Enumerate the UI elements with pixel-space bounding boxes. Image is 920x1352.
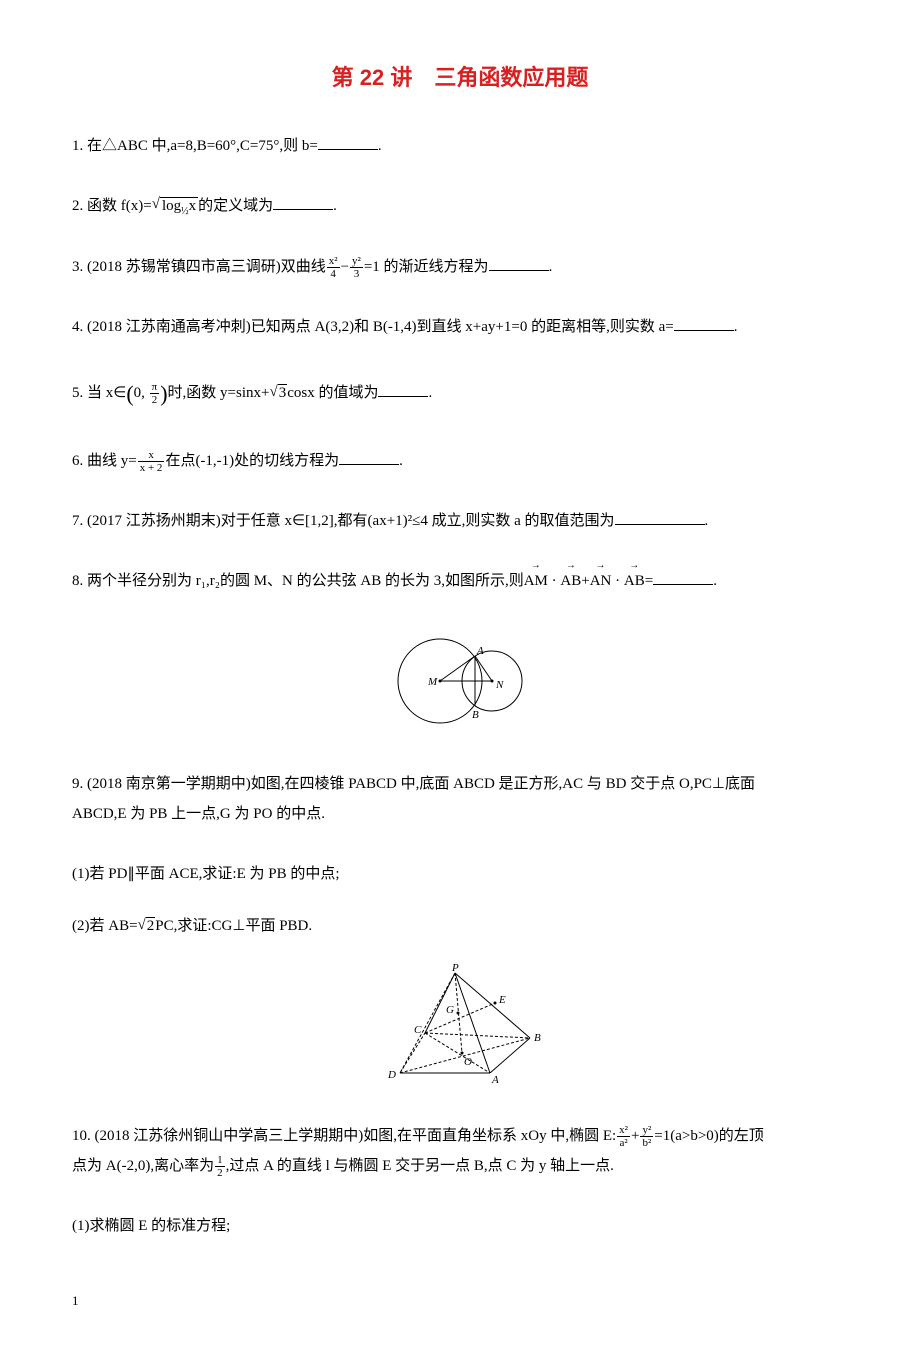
lparen: (: [126, 381, 133, 406]
p10-l2-prefix: 点为 A(-2,0),离心率为: [72, 1158, 214, 1174]
dot: ·: [552, 573, 557, 589]
num: x: [138, 449, 165, 462]
page-title: 第 22 讲 三角函数应用题: [72, 60, 848, 95]
p6-suffix: 在点(-1,-1)处的切线方程为: [165, 453, 339, 469]
den: x + 2: [138, 462, 165, 474]
den: 4: [327, 268, 340, 280]
label-a: A: [491, 1074, 499, 1086]
vec-ab: AB: [560, 566, 581, 596]
label-c: C: [414, 1024, 422, 1036]
problem-9-sub2: (2)若 AB=√2PC,求证:CG⊥平面 PBD.: [72, 911, 848, 941]
frac-x-xplus2: xx + 2: [138, 449, 165, 474]
plus: +: [581, 573, 589, 589]
frac-pi-2: π2: [150, 381, 160, 406]
frac-x2-4: x²4: [327, 255, 340, 280]
problem-9: 9. (2018 南京第一学期期中)如图,在四棱锥 PABCD 中,底面 ABC…: [72, 769, 848, 829]
problem-1: 1. 在△ABC 中,a=8,B=60°,C=75°,则 b=.: [72, 131, 848, 161]
problem-10: 10. (2018 江苏徐州铜山中学高三上学期期中)如图,在平面直角坐标系 xO…: [72, 1121, 848, 1181]
p9s2-prefix: (2)若 AB=: [72, 918, 138, 934]
p2-suffix: 的定义域为: [198, 198, 273, 214]
blank: [318, 134, 378, 150]
sqrt3: 3: [278, 384, 288, 401]
p5-suffix: cosx 的值域为: [287, 385, 378, 401]
label-p: P: [451, 963, 459, 974]
problem-5: 5. 当 x∈(0, π2)时,函数 y=sinx+√3cosx 的值域为.: [72, 372, 848, 416]
p3-suffix: =1 的渐近线方程为: [364, 259, 489, 275]
frac-1-2: 12: [215, 1154, 225, 1179]
problem-10-sub1: (1)求椭圆 E 的标准方程;: [72, 1211, 848, 1241]
minus-sign: −: [341, 259, 349, 275]
p2-prefix: 2. 函数 f(x)=: [72, 198, 152, 214]
num: 1: [215, 1154, 225, 1167]
p3-prefix: 3. (2018 苏锡常镇四市高三调研)双曲线: [72, 259, 326, 275]
frac-y2-3: y²3: [350, 255, 363, 280]
p9-line2: ABCD,E 为 PB 上一点,G 为 PO 的中点.: [72, 799, 848, 829]
den: a²: [617, 1137, 630, 1149]
num: π: [150, 381, 160, 394]
figure-circles: M N A B: [72, 626, 848, 749]
p4-text: 4. (2018 江苏南通高考冲刺)已知两点 A(3,2)和 B(-1,4)到直…: [72, 319, 674, 335]
blank: [615, 509, 705, 525]
problem-2: 2. 函数 f(x)=√log½x的定义域为.: [72, 191, 848, 222]
p10-prefix: 10. (2018 江苏徐州铜山中学高三上学期期中)如图,在平面直角坐标系 xO…: [72, 1128, 616, 1144]
den: 3: [350, 268, 363, 280]
problem-7: 7. (2017 江苏扬州期末)对于任意 x∈[1,2],都有(ax+1)²≤4…: [72, 506, 848, 536]
problem-8: 8. 两个半径分别为 r₁,r₂的圆 M、N 的公共弦 AB 的长为 3,如图所…: [72, 566, 848, 596]
sqrt2: 2: [146, 917, 156, 934]
label-a: A: [476, 645, 484, 657]
label-d: D: [387, 1069, 396, 1081]
dot: ·: [615, 573, 620, 589]
p10-eq: =1(a>b>0)的左顶: [654, 1128, 764, 1144]
num: x²: [327, 255, 340, 268]
problem-4: 4. (2018 江苏南通高考冲刺)已知两点 A(3,2)和 B(-1,4)到直…: [72, 312, 848, 342]
blank: [339, 449, 399, 465]
p6-prefix: 6. 曲线 y=: [72, 453, 137, 469]
num: y²: [640, 1124, 653, 1137]
p8-prefix: 8. 两个半径分别为 r₁,r₂的圆 M、N 的公共弦 AB 的长为 3,如图所…: [72, 573, 524, 589]
label-e: E: [498, 994, 506, 1006]
p7-text: 7. (2017 江苏扬州期末)对于任意 x∈[1,2],都有(ax+1)²≤4…: [72, 513, 615, 529]
rparen: ): [160, 381, 167, 406]
num: y²: [350, 255, 363, 268]
p5-mid: 时,函数 y=sinx+: [168, 385, 270, 401]
label-g: G: [446, 1004, 454, 1016]
log-arg: x: [189, 198, 197, 214]
circles-svg: M N A B: [370, 626, 550, 741]
blank: [653, 569, 713, 585]
label-b: B: [472, 709, 479, 721]
blank: [674, 315, 734, 331]
plus: +: [631, 1128, 639, 1144]
den: 2: [215, 1167, 225, 1179]
pyramid-svg: P E G C B D A O: [360, 963, 560, 1093]
blank: [273, 194, 333, 210]
p9-line1: 9. (2018 南京第一学期期中)如图,在四棱锥 PABCD 中,底面 ABC…: [72, 769, 848, 799]
label-m: M: [427, 676, 438, 688]
vec-am: AM: [524, 566, 548, 596]
label-b: B: [534, 1032, 541, 1044]
vec-ab: AB: [624, 566, 645, 596]
den: 2: [150, 394, 160, 406]
blank: [489, 255, 549, 271]
num: x²: [617, 1124, 630, 1137]
p9s2-suffix: PC,求证:CG⊥平面 PBD.: [155, 918, 312, 934]
problem-3: 3. (2018 苏锡常镇四市高三调研)双曲线x²4−y²3=1 的渐近线方程为…: [72, 252, 848, 282]
p5-prefix: 5. 当 x∈: [72, 385, 126, 401]
label-o: O: [464, 1056, 472, 1068]
eq: =: [645, 573, 653, 589]
p2-radicand: log½x: [160, 197, 198, 214]
log-base: ½: [181, 206, 189, 217]
label-n: N: [495, 679, 504, 691]
p10-l2-suffix: ,过点 A 的直线 l 与椭圆 E 交于另一点 B,点 C 为 y 轴上一点.: [226, 1158, 614, 1174]
blank: [378, 381, 428, 397]
zero: 0,: [134, 385, 145, 401]
frac-y2-b2: y²b²: [640, 1124, 653, 1149]
den: b²: [640, 1137, 653, 1149]
frac-x2-a2: x²a²: [617, 1124, 630, 1149]
problem-9-sub1: (1)若 PD∥平面 ACE,求证:E 为 PB 的中点;: [72, 859, 848, 889]
p1-text: 1. 在△ABC 中,a=8,B=60°,C=75°,则 b=: [72, 138, 318, 154]
vec-an: AN: [590, 566, 612, 596]
log-text: log: [162, 198, 181, 214]
figure-pyramid: P E G C B D A O: [72, 963, 848, 1101]
problem-6: 6. 曲线 y=xx + 2在点(-1,-1)处的切线方程为.: [72, 446, 848, 476]
